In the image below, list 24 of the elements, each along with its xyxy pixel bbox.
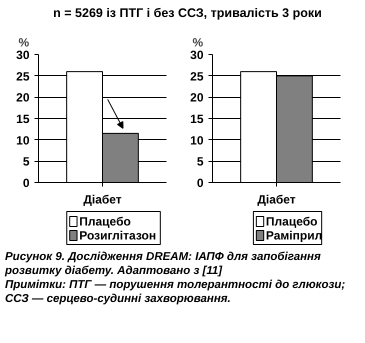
y-tick-label: 15 xyxy=(16,112,30,126)
y-axis-title: % xyxy=(18,36,30,50)
y-tick-label: 25 xyxy=(16,69,30,84)
y-tick-label: 0 xyxy=(196,176,204,190)
legend-label: Плацебо xyxy=(79,214,131,228)
y-tick-label: 10 xyxy=(190,133,204,148)
y-tick-label: 5 xyxy=(196,154,204,169)
chart-title: n = 5269 із ПТГ і без ССЗ, тривалість 3 роки xyxy=(53,5,322,22)
y-tick-label: 5 xyxy=(22,154,30,169)
y-tick-label: 25 xyxy=(190,69,204,84)
x-tick-label: Діабет xyxy=(257,192,296,206)
y-tick-label: 30 xyxy=(16,48,30,62)
y-tick-label: 15 xyxy=(190,112,204,126)
y-tick-label: 20 xyxy=(190,90,204,105)
y-axis-title: % xyxy=(192,36,204,50)
y-tick-label: 30 xyxy=(190,48,204,62)
x-tick-label: Діабет xyxy=(83,192,122,206)
y-tick-label: 0 xyxy=(22,176,30,190)
text: Рисунок 9. Дослідження DREAM: ІАПФ для запобігання розвитку діабету. Адаптовано з [11] xyxy=(5,251,321,277)
legend-label: Плацебо xyxy=(266,214,318,228)
y-tick-label: 10 xyxy=(16,133,30,148)
y-tick-label: 20 xyxy=(16,90,30,105)
text: Примітки: ПТГ — порушення толерантності до глюкози; ССЗ — серцево-судинні захворювання. xyxy=(5,279,346,305)
legend-label: Розиглітазон xyxy=(79,228,156,242)
